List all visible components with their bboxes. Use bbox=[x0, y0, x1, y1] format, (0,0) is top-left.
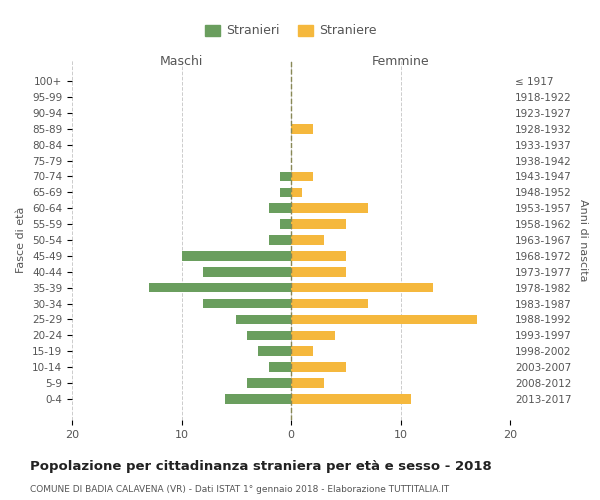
Bar bbox=[280, 220, 291, 229]
Bar bbox=[182, 251, 291, 260]
Bar bbox=[269, 204, 291, 213]
Bar bbox=[291, 188, 302, 197]
Bar bbox=[203, 299, 291, 308]
Bar bbox=[149, 283, 291, 292]
Bar bbox=[291, 378, 324, 388]
Bar bbox=[291, 220, 346, 229]
Bar bbox=[258, 346, 291, 356]
Y-axis label: Fasce di età: Fasce di età bbox=[16, 207, 26, 273]
Bar bbox=[247, 330, 291, 340]
Bar bbox=[203, 267, 291, 276]
Bar bbox=[280, 188, 291, 197]
Bar bbox=[291, 283, 433, 292]
Bar bbox=[269, 362, 291, 372]
Bar bbox=[291, 314, 477, 324]
Text: COMUNE DI BADIA CALAVENA (VR) - Dati ISTAT 1° gennaio 2018 - Elaborazione TUTTIT: COMUNE DI BADIA CALAVENA (VR) - Dati IST… bbox=[30, 485, 449, 494]
Legend: Stranieri, Straniere: Stranieri, Straniere bbox=[200, 20, 382, 42]
Bar bbox=[291, 204, 368, 213]
Bar bbox=[291, 172, 313, 181]
Bar bbox=[269, 235, 291, 245]
Bar bbox=[291, 267, 346, 276]
Bar bbox=[291, 235, 324, 245]
Bar bbox=[291, 362, 346, 372]
Text: Popolazione per cittadinanza straniera per età e sesso - 2018: Popolazione per cittadinanza straniera p… bbox=[30, 460, 492, 473]
Bar bbox=[280, 172, 291, 181]
Bar bbox=[291, 330, 335, 340]
Bar bbox=[291, 394, 412, 404]
Text: Femmine: Femmine bbox=[371, 56, 430, 68]
Bar bbox=[291, 251, 346, 260]
Bar bbox=[291, 124, 313, 134]
Y-axis label: Anni di nascita: Anni di nascita bbox=[578, 198, 588, 281]
Bar bbox=[291, 299, 368, 308]
Bar bbox=[226, 394, 291, 404]
Bar bbox=[291, 346, 313, 356]
Text: Maschi: Maschi bbox=[160, 56, 203, 68]
Bar bbox=[247, 378, 291, 388]
Bar bbox=[236, 314, 291, 324]
